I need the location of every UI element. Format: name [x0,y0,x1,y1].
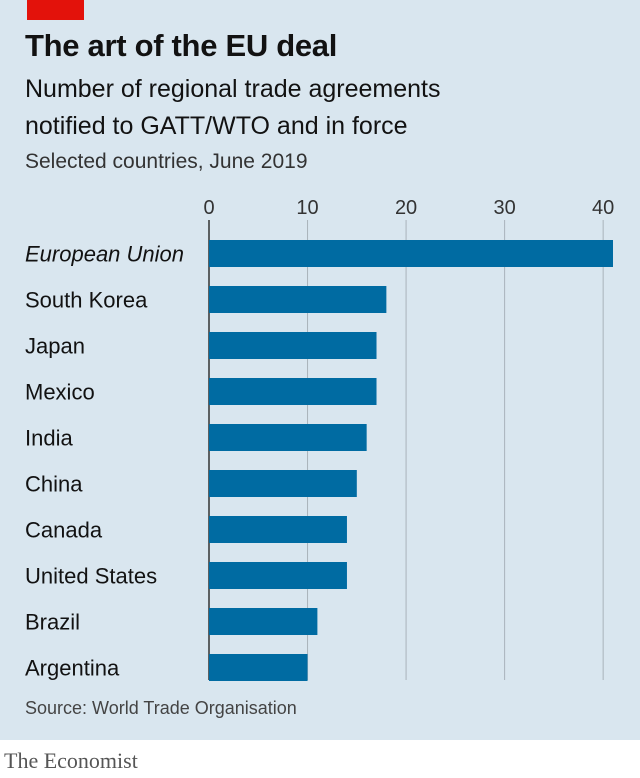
bar [209,240,613,267]
bar [209,470,357,497]
brand-accent-tag [27,0,84,20]
x-tick-label: 40 [592,197,614,219]
bar [209,424,367,451]
category-labels: European Union South Korea Japan Mexico Indi… [25,242,184,681]
chart-panel [0,0,640,740]
publisher-logo: The Economist [4,748,138,773]
category-label: Canada [25,518,103,543]
source-note: Source: World Trade Organisation [25,698,297,718]
category-label: European Union [25,242,184,267]
chart-subtitle-line-2: notified to GATT/WTO and in force [25,112,408,140]
category-label: United States [25,564,157,589]
bars [209,240,613,681]
chart-subtitle-line-1: Number of regional trade agreements [25,75,441,103]
category-label: China [25,472,83,497]
bar [209,516,347,543]
category-label: Brazil [25,610,80,635]
x-tick-label: 20 [395,197,417,219]
chart-note: Selected countries, June 2019 [25,150,308,173]
bar [209,286,387,313]
x-tick-label: 30 [493,197,515,219]
x-tick-label: 10 [296,197,318,219]
x-axis-ticks: 0 10 20 30 40 [203,197,614,219]
category-label: Japan [25,334,85,359]
bar [209,608,318,635]
x-tick-label: 0 [203,197,214,219]
category-label: Argentina [25,656,120,681]
chart-title: The art of the EU deal [25,28,338,63]
category-label: India [25,426,73,451]
bar [209,562,347,589]
bar-chart: 0 10 20 30 40 European Union South Korea Japan… [25,197,614,681]
category-label: Mexico [25,380,95,405]
bar [209,332,377,359]
bar [209,378,377,405]
category-label: South Korea [25,288,148,313]
bar [209,654,308,681]
